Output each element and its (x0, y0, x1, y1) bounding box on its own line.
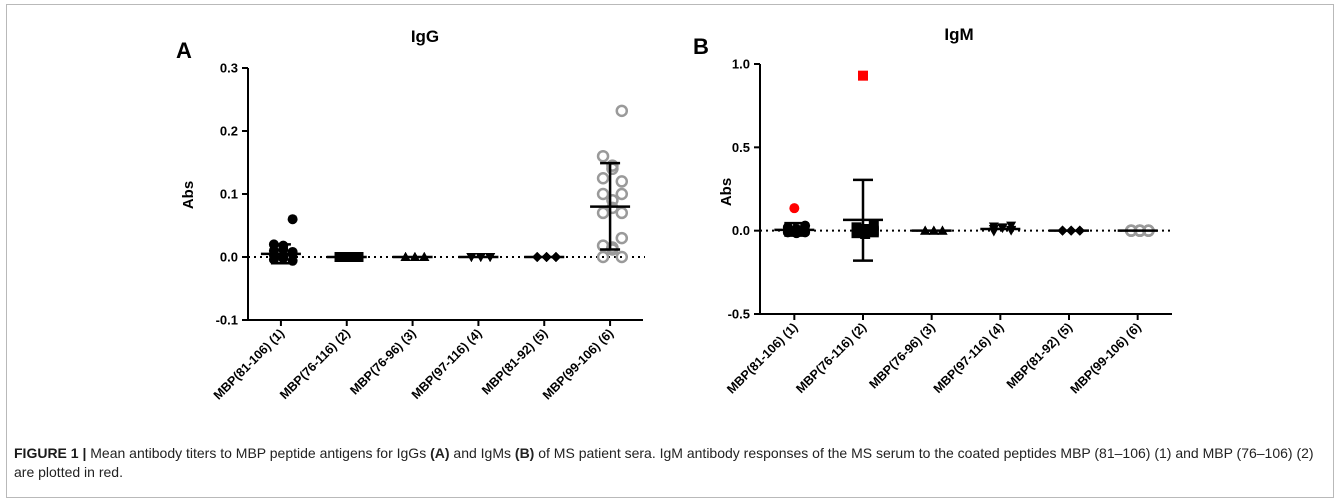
series-6 (1117, 224, 1158, 237)
data-point (596, 172, 610, 185)
y-tick-label: -0.5 (728, 307, 750, 322)
data-point (851, 228, 862, 239)
series-5 (1049, 225, 1089, 236)
caption-text-3: of MS patient sera. IgM antibody respons… (14, 445, 1314, 480)
data-point (596, 187, 610, 201)
data-point (596, 206, 610, 220)
series-3 (911, 225, 952, 235)
data-point (615, 104, 629, 118)
data-point (615, 187, 629, 201)
caption-ref-b: (B) (514, 445, 535, 461)
y-tick-label: 0.2 (220, 124, 238, 139)
data-point (615, 175, 629, 188)
series-2 (843, 70, 883, 262)
caption-text-2: and IgMs (449, 445, 515, 461)
data-point (596, 149, 610, 163)
y-tick-label: -0.1 (216, 313, 238, 328)
x-tick-label: MBP(76-116) (2) (277, 326, 353, 402)
data-point (606, 201, 619, 215)
data-point (287, 214, 298, 225)
caption-ref-a: (A) (430, 445, 450, 461)
x-tick-label: MBP(81-106) (1) (211, 326, 287, 402)
data-point (606, 194, 619, 207)
y-tick-label: 0.5 (732, 140, 750, 155)
figure-caption: FIGURE 1 | Mean antibody titers to MBP p… (14, 444, 1324, 482)
x-tick-label: MBP(97-116) (4) (931, 320, 1007, 396)
x-tick-label: MBP(81-106) (1) (724, 320, 800, 396)
data-point (596, 250, 610, 264)
x-tick-label: MBP(81-92) (5) (1004, 320, 1075, 391)
data-point (268, 254, 279, 265)
x-tick-label: MBP(81-92) (5) (479, 326, 550, 397)
y-axis-label: Abs (718, 178, 735, 206)
x-tick-label: MBP(99-106) (6) (1068, 320, 1144, 396)
panel-label: A (176, 38, 192, 63)
caption-text-1: Mean antibody titers to MBP peptide anti… (86, 445, 431, 461)
series-1 (774, 203, 815, 239)
figure-frame (6, 4, 1334, 498)
highlight-point (789, 203, 800, 214)
y-tick-label: 0.0 (732, 223, 750, 238)
x-tick-label: MBP(99-106) (6) (540, 326, 616, 402)
panel-label: B (693, 34, 709, 59)
chart-title: IgG (411, 27, 439, 46)
y-tick-label: 0.1 (220, 187, 238, 202)
series-4 (458, 253, 499, 262)
data-point (615, 206, 629, 220)
y-tick-label: 0.0 (220, 250, 238, 265)
data-point (615, 250, 629, 264)
series-1 (260, 214, 301, 266)
series-6 (590, 104, 631, 264)
x-tick-label: MBP(76-96) (3) (866, 320, 937, 391)
y-axis-label: Abs (180, 181, 197, 209)
x-tick-label: MBP(97-116) (4) (409, 326, 485, 402)
data-point (868, 227, 879, 238)
y-tick-label: 0.3 (220, 61, 238, 76)
series-2 (326, 252, 367, 262)
chart-title: IgM (944, 25, 973, 44)
caption-lead: FIGURE 1 | (14, 445, 87, 461)
data-point (860, 229, 871, 239)
series-4 (980, 221, 1021, 237)
y-tick-label: 1.0 (732, 57, 750, 72)
highlight-point (858, 70, 868, 81)
x-tick-label: MBP(76-96) (3) (347, 326, 418, 397)
series-5 (524, 252, 565, 262)
x-tick-label: MBP(76-116) (2) (793, 320, 869, 396)
data-point (615, 231, 629, 245)
series-3 (392, 252, 433, 261)
